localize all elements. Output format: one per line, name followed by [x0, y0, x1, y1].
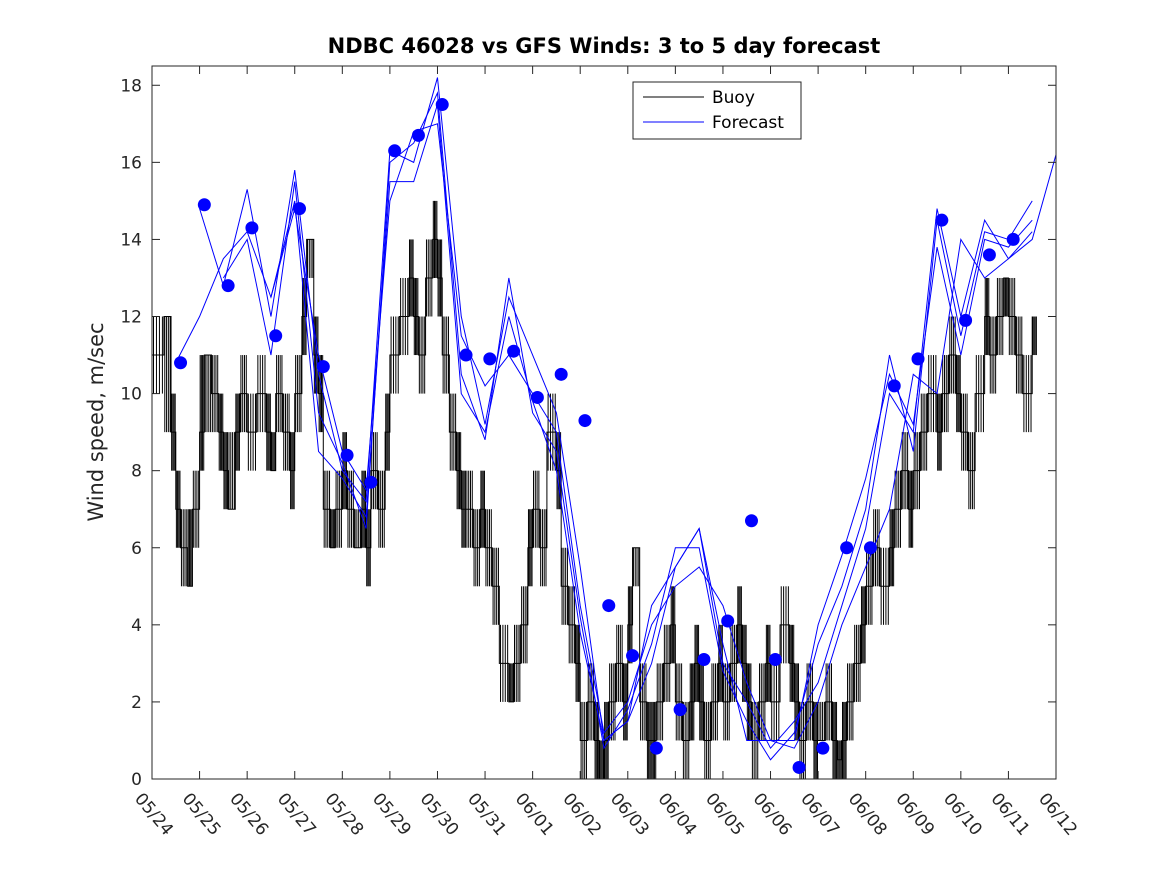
forecast-marker	[292, 202, 306, 216]
forecast-marker	[911, 352, 925, 366]
forecast-marker	[744, 514, 758, 528]
y-tick-label: 14	[120, 230, 142, 250]
forecast-marker	[863, 541, 877, 555]
forecast-marker	[269, 329, 283, 343]
forecast-marker	[840, 541, 854, 555]
y-axis: 0 2 4 6 8 10 12 14 16 18	[120, 76, 1056, 790]
y-tick-label: 0	[131, 770, 142, 790]
y-tick-label: 2	[131, 693, 142, 713]
chart-title: NDBC 46028 vs GFS Winds: 3 to 5 day fore…	[328, 34, 881, 58]
forecast-marker	[340, 448, 354, 462]
forecast-marker	[959, 313, 973, 327]
forecast-marker	[626, 649, 640, 663]
forecast-marker	[649, 741, 663, 755]
forecast-marker	[602, 599, 616, 613]
forecast-marker	[197, 198, 211, 212]
forecast-marker	[174, 356, 188, 370]
forecast-marker	[935, 213, 949, 227]
y-tick-label: 4	[131, 616, 142, 636]
forecast-marker	[483, 352, 497, 366]
forecast-marker	[578, 414, 592, 428]
y-tick-label: 12	[120, 308, 142, 328]
forecast-marker	[507, 344, 521, 358]
forecast-marker	[792, 760, 806, 774]
plot-area	[152, 66, 1056, 779]
forecast-marker	[245, 221, 259, 235]
forecast-marker	[459, 348, 473, 362]
forecast-marker	[388, 144, 402, 158]
y-tick-label: 8	[131, 462, 142, 482]
forecast-marker	[1006, 232, 1020, 246]
forecast-markers	[174, 98, 1020, 774]
forecast-marker	[530, 390, 544, 404]
forecast-marker	[435, 98, 449, 112]
forecast-marker	[768, 653, 782, 667]
buoy-series	[152, 200, 1037, 780]
y-tick-label: 16	[120, 153, 142, 173]
y-tick-label: 10	[120, 385, 142, 405]
forecast-marker	[364, 475, 378, 489]
plot-frame	[151, 65, 1057, 780]
forecast-marker	[816, 741, 830, 755]
forecast-marker	[982, 248, 996, 262]
legend-forecast-label: Forecast	[712, 113, 784, 133]
legend: Buoy Forecast	[632, 81, 802, 140]
legend-box	[632, 81, 802, 140]
forecast-marker	[411, 128, 425, 142]
forecast-marker	[221, 279, 235, 293]
forecast-run-line	[270, 104, 1033, 742]
forecast-marker	[673, 703, 687, 717]
legend-buoy-label: Buoy	[712, 88, 755, 108]
forecast-marker	[697, 653, 711, 667]
forecast-marker	[316, 360, 330, 374]
forecast-marker	[554, 367, 568, 381]
y-tick-label: 18	[120, 76, 142, 96]
forecast-marker	[721, 614, 735, 628]
y-tick-label: 6	[131, 539, 142, 559]
y-axis-label: Wind speed, m/sec	[84, 322, 108, 521]
forecast-marker	[887, 379, 901, 393]
